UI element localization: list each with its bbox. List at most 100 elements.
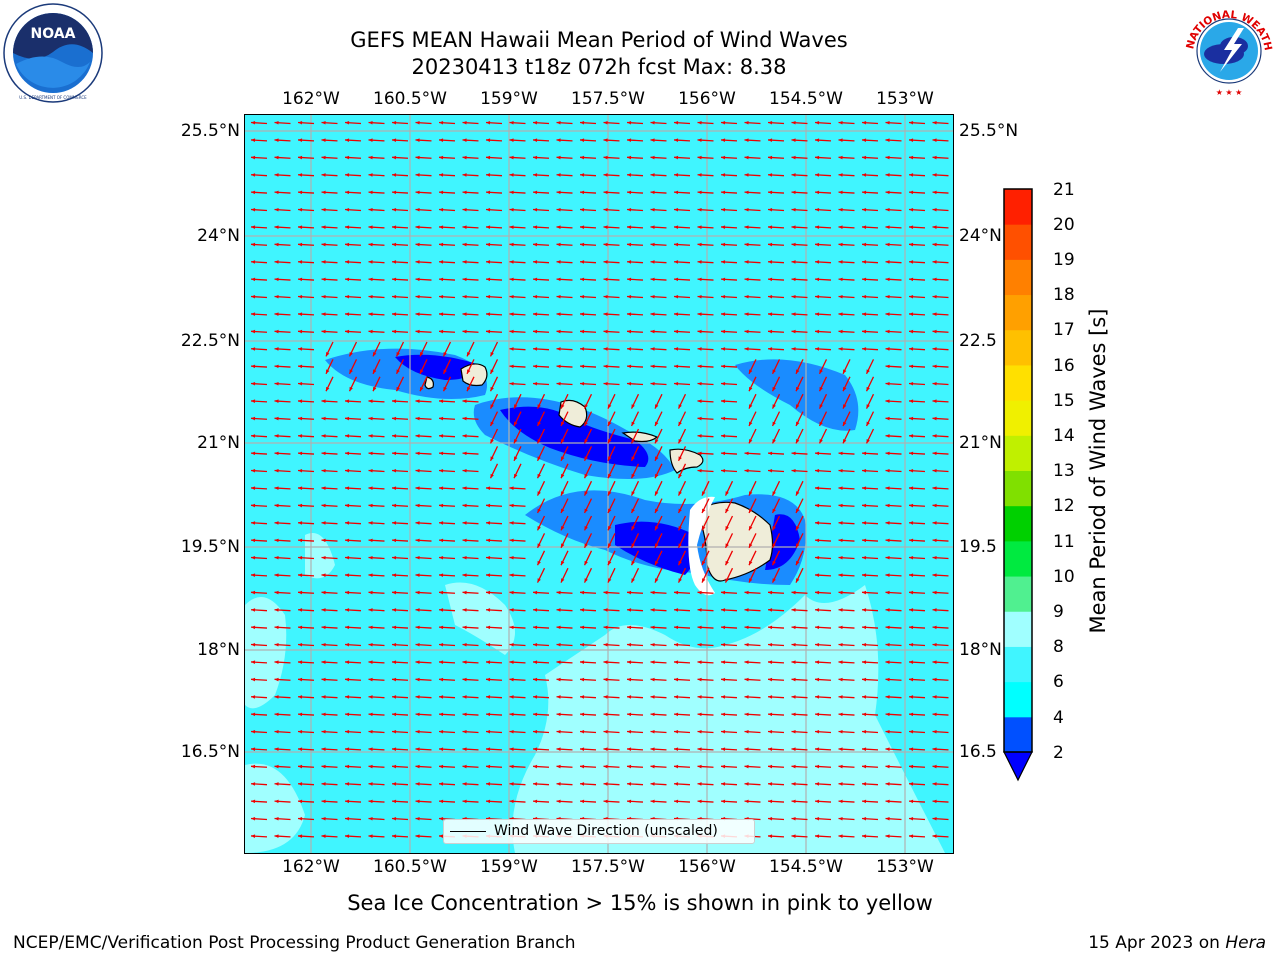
wind-wave-arrow-head [815,207,820,212]
wind-wave-arrow-head [321,590,326,595]
wind-wave-arrow-head [815,190,820,195]
wind-wave-arrow-head [345,799,350,804]
wind-wave-arrow-head [815,677,820,682]
wind-wave-arrow-head [772,578,776,583]
wind-wave-arrow-head [721,747,726,751]
wind-wave-arrow-head [368,503,373,508]
wind-wave-arrow-head [791,764,796,769]
wind-wave-arrow-head [580,294,585,299]
wind-wave-arrow-head [909,642,914,647]
wind-wave-arrow-head [345,329,350,334]
tick-label: 159°W [480,857,538,877]
wind-wave-arrow-head [415,590,420,595]
wind-wave-arrow-head [909,434,914,438]
wind-wave-arrow-head [533,590,538,595]
wind-wave-arrow-head [650,660,655,664]
wind-wave-arrow-head [678,578,682,583]
wind-wave-arrow-head [368,782,373,786]
wind-wave-arrow-head [462,538,467,543]
wind-wave-arrow-head [584,526,588,531]
wind-wave-arrow-head [556,625,561,630]
wind-wave-arrow-head [815,329,820,334]
wind-wave-arrow-head [697,173,702,177]
wind-wave-arrow-head [838,225,843,229]
wind-wave-arrow-head [932,782,937,786]
wind-wave-arrow-head [909,277,914,282]
wind-wave-arrow-head [580,764,585,769]
wind-wave-arrow-head [368,173,373,177]
wind-wave-arrow-head [608,491,612,496]
tick-label: 21°N [197,433,240,453]
wind-wave-arrow-head [885,207,890,212]
wind-wave-arrow-head [674,712,679,717]
wind-wave-arrow-head [556,260,561,264]
colorbar-block [1004,576,1032,612]
wind-wave-arrow-head [490,421,494,427]
wind-wave-arrow-head [909,381,914,386]
wind-wave-arrow-head [674,173,679,177]
wind-wave-arrow-head [584,578,588,583]
wind-wave-arrow-head [674,590,679,595]
wind-wave-arrow-head [674,729,679,734]
wind-wave-arrow-head [819,386,823,392]
wind-wave-arrow-head [345,138,350,142]
wind-wave-arrow-head [321,625,326,630]
wind-wave-arrow-head [439,277,444,282]
wind-wave-arrow-head [368,816,373,821]
wind-wave-arrow-head [862,451,867,456]
wind-wave-arrow-head [533,329,538,334]
wind-wave-arrow-head [885,451,890,456]
niihau-island [424,376,434,390]
wind-wave-arrow-head [415,660,420,664]
wind-wave-arrow-head [721,468,726,473]
wind-wave-arrow-head [321,260,326,264]
wind-wave-arrow-head [796,421,800,427]
wind-wave-arrow-head [862,625,867,630]
tick-label: 156°W [678,89,736,109]
wind-wave-arrow-head [627,138,632,142]
wind-wave-arrow-head [815,120,820,125]
wind-wave-arrow-head [631,543,635,548]
colorbar-block [1004,681,1032,718]
wind-wave-arrow-head [251,677,256,682]
wind-wave-arrow-head [298,712,303,717]
wind-wave-arrow-head [721,242,726,247]
wind-wave-arrow-head [791,712,796,717]
wind-wave-arrow-head [345,834,350,838]
wind-wave-arrow-head [631,526,635,531]
wind-wave-arrow-head [580,347,585,351]
colorbar-tick-label: 13 [1053,461,1075,481]
wind-wave-arrow-head [838,329,843,334]
wind-wave-arrow-head [533,260,538,264]
wind-wave-arrow-head [932,468,937,473]
wind-wave-arrow-head [603,729,608,734]
wind-wave-arrow-head [251,381,256,386]
wind-wave-arrow-head [838,834,843,838]
wind-wave-arrow-head [486,138,491,142]
wind-wave-arrow-head [439,573,444,577]
wind-wave-arrow-head [721,660,726,664]
wind-wave-arrow-head [603,312,608,316]
wind-wave-arrow-head [749,543,753,548]
wind-wave-arrow-head [697,399,702,403]
wind-wave-arrow-head [932,416,937,421]
footer-host: Hera [1225,933,1266,953]
wind-wave-arrow-head [627,625,632,630]
wind-wave-arrow-head [509,625,514,630]
wind-wave-arrow-head [932,451,937,456]
wind-wave-arrow-head [702,491,706,496]
wind-wave-arrow-head [862,468,867,473]
colorbar-block [1004,540,1032,577]
wind-wave-arrow-head [298,695,303,699]
wind-wave-arrow-head [650,729,655,734]
wind-wave-arrow-head [368,434,373,438]
wind-wave-arrow-head [462,521,467,525]
wind-wave-arrow-head [274,155,279,160]
wind-wave-arrow-head [815,347,820,351]
wind-wave-arrow-head [462,608,467,612]
wind-wave-arrow-head [768,747,773,751]
wind-wave-arrow-head [368,625,373,630]
wind-wave-arrow-head [627,155,632,160]
wind-wave-arrow-head [749,491,753,496]
wind-wave-arrow-head [415,834,420,838]
